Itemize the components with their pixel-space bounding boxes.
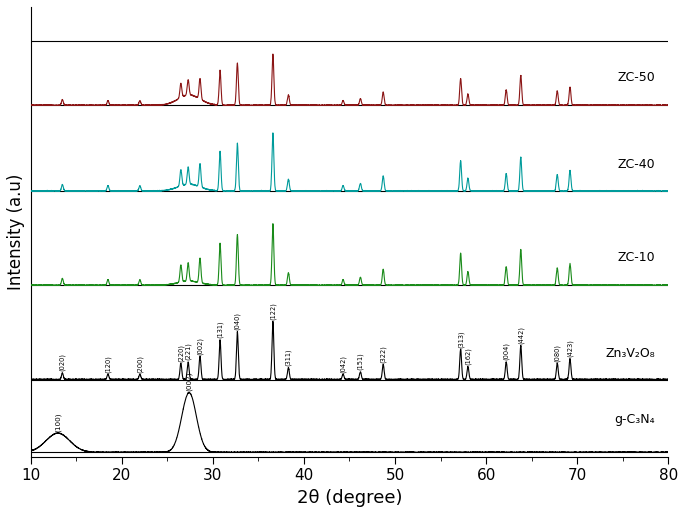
Text: (151): (151) xyxy=(357,353,364,370)
Text: (120): (120) xyxy=(105,355,111,373)
Text: (004): (004) xyxy=(503,342,510,360)
Text: (313): (313) xyxy=(458,330,464,347)
Text: (020): (020) xyxy=(59,354,66,372)
Text: Zn₃V₂O₈: Zn₃V₂O₈ xyxy=(605,347,655,360)
Text: (442): (442) xyxy=(518,326,524,344)
Text: (131): (131) xyxy=(217,321,223,338)
Text: (221): (221) xyxy=(185,342,191,360)
Text: (002): (002) xyxy=(186,371,192,391)
Text: (322): (322) xyxy=(380,345,386,363)
Y-axis label: Intensity (a.u): Intensity (a.u) xyxy=(7,174,25,290)
Text: (423): (423) xyxy=(566,340,573,358)
X-axis label: 2θ (degree): 2θ (degree) xyxy=(297,489,402,507)
Text: (100): (100) xyxy=(55,412,61,432)
Text: (080): (080) xyxy=(554,343,560,361)
Text: ZC-40: ZC-40 xyxy=(617,158,655,171)
Text: (042): (042) xyxy=(340,355,347,373)
Text: (200): (200) xyxy=(136,355,143,373)
Text: ZC-50: ZC-50 xyxy=(617,71,655,84)
Text: ZC-10: ZC-10 xyxy=(617,251,655,264)
Text: g-C₃N₄: g-C₃N₄ xyxy=(614,413,655,426)
Text: (122): (122) xyxy=(270,302,276,320)
Text: (311): (311) xyxy=(285,348,292,366)
Text: (162): (162) xyxy=(464,347,471,365)
Text: (220): (220) xyxy=(177,343,184,361)
Text: (040): (040) xyxy=(234,312,240,330)
Text: (002): (002) xyxy=(197,337,203,355)
